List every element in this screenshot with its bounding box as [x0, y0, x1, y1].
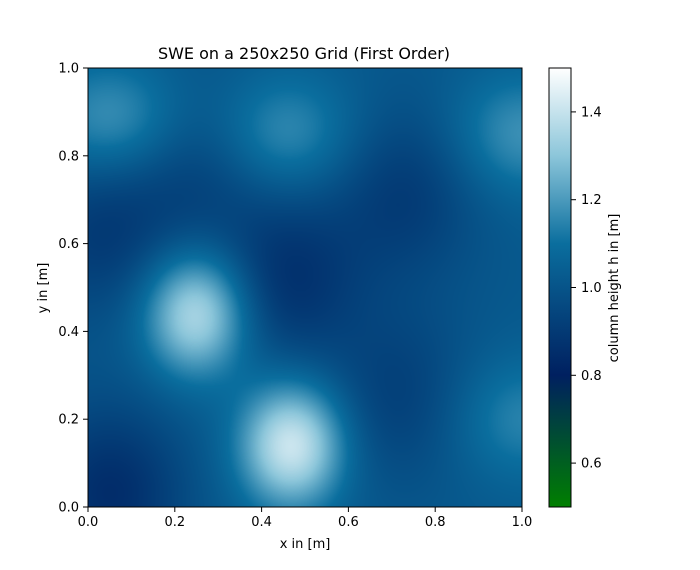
- y-tick-label: 0.8: [58, 149, 79, 164]
- y-axis: 0.0 0.2 0.4 0.6 0.8 1.0: [58, 62, 88, 516]
- heatmap-area: [88, 68, 522, 507]
- colorbar-tick-label: 0.6: [581, 457, 602, 472]
- y-tick-label: 0.0: [58, 501, 79, 516]
- x-axis: 0.0 0.2 0.4 0.6 0.8 1.0: [78, 507, 533, 530]
- colorbar-tick-label: 1.4: [581, 105, 602, 120]
- y-tick-label: 0.2: [58, 413, 79, 428]
- y-axis-label: y in [m]: [36, 263, 51, 314]
- plot-frame: [87, 67, 523, 508]
- y-tick-label: 0.4: [58, 325, 79, 340]
- x-tick-label: 1.0: [512, 515, 533, 530]
- x-tick-label: 0.6: [338, 515, 359, 530]
- x-tick-label: 0.4: [251, 515, 272, 530]
- x-tick-label: 0.2: [164, 515, 185, 530]
- colorbar: [548, 67, 572, 508]
- colorbar-tick-label: 1.2: [581, 193, 602, 208]
- colorbar-tick-label: 1.0: [581, 281, 602, 296]
- y-tick-label: 0.6: [58, 237, 79, 252]
- colorbar-axis: 0.6 0.8 1.0 1.2 1.4: [571, 105, 602, 472]
- chart-title: SWE on a 250x250 Grid (First Order): [158, 44, 450, 63]
- y-tick-label: 1.0: [58, 62, 79, 77]
- colorbar-tick-label: 0.8: [581, 369, 602, 384]
- colorbar-label: column height h in [m]: [607, 214, 622, 363]
- x-tick-label: 0.8: [425, 515, 446, 530]
- x-axis-label: x in [m]: [280, 537, 331, 552]
- x-tick-label: 0.0: [78, 515, 99, 530]
